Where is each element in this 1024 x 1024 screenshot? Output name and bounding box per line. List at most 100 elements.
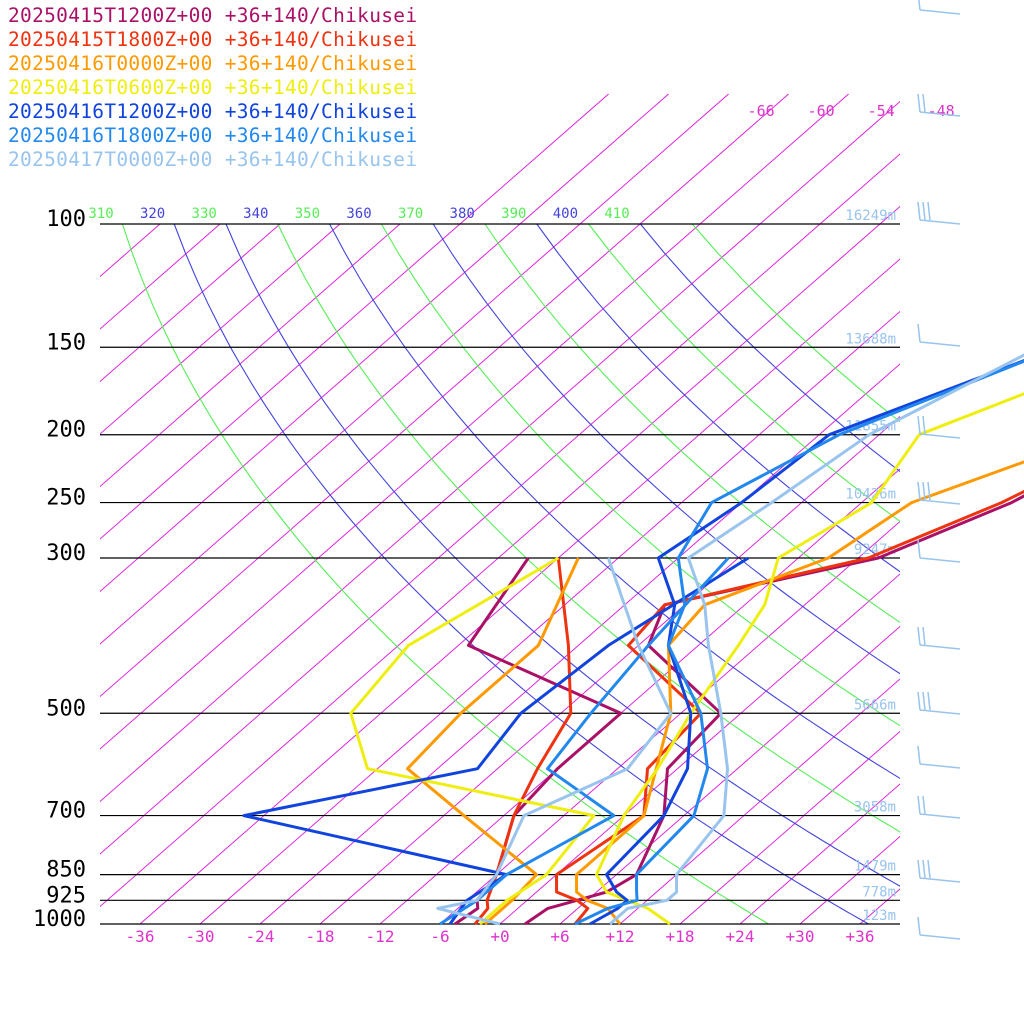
barb-flag [927,691,931,711]
barb-flag [918,0,921,11]
isotherm-lines [0,93,1024,924]
isotherm-line [259,363,900,924]
barb-flag [922,626,926,646]
wind-barb [917,859,961,883]
barb-flag [927,201,931,221]
height-label: 5666m [854,697,896,713]
legend-entry: 20250415T1200Z+00 +36+140/Chikusei [8,4,418,27]
barb-flag [917,691,921,711]
isotherm-line [759,100,900,225]
theta-label: 350 [295,206,320,222]
barb-flag [922,691,926,711]
temperature-profile [574,359,1024,926]
dry-adiabat-line [484,223,900,624]
barb-flag [922,795,926,815]
legend-entry: 20250416T0600Z+00 +36+140/Chikusei [8,76,418,99]
barb-flag [917,201,921,221]
wind-barb [917,916,961,940]
x-tick-label: +24 [726,927,755,946]
wind-barb [917,691,961,715]
dry-adiabat-line [691,223,900,423]
pressure-label: 150 [46,330,86,355]
temperature-axis-labels: -36 -30 -24 -18 -12 -6 +0 +6 +12 +18 +24 +30 +36 [126,927,875,946]
pressure-label: 500 [46,696,86,721]
isotherm-line [100,223,581,645]
x-tick-label: -30 [186,927,215,946]
wind-barb [917,539,961,563]
isotherm-line [920,224,1024,924]
theta-labels: 310 320 330 340 350 360 370 380 390 400 410 [88,206,629,222]
isotherm-line [699,93,849,225]
x-tick-label: +6 [550,927,569,946]
isotherm-labels: -66 -60 -54 -48 [748,102,955,120]
height-label: 13688m [845,331,896,347]
isotherm-line [799,835,900,924]
isotherm-line [100,223,281,383]
barb-staff [919,644,961,650]
wind-barbs [917,0,961,940]
temperature-profile [609,353,1024,926]
barb-flag [917,481,921,501]
isotherm-line [100,223,641,698]
theta-label: 310 [88,206,113,222]
isotherm-line [139,258,900,924]
wind-barb [917,795,961,819]
barb-staff [919,763,961,769]
isotherm-line [100,223,401,488]
theta-label: 330 [192,206,217,222]
height-label: 16249m [845,208,896,224]
pressure-label: 700 [46,799,86,824]
barb-staff [919,9,961,15]
x-tick-label: +0 [490,927,509,946]
isotherm-line [100,223,821,855]
isotherm-line [579,93,729,225]
x-tick-label: -24 [246,927,275,946]
isotherm-line [0,224,40,924]
legend-entry: 20250415T1800Z+00 +36+140/Chikusei [8,28,418,51]
isotherm-line [559,625,900,924]
isotherm-line [100,223,461,540]
barb-flag [917,93,921,113]
barb-flag [922,481,926,501]
theta-label: 380 [450,206,475,222]
legend-entry: 20250416T1200Z+00 +36+140/Chikusei [8,100,418,123]
dewpoint-profile [349,556,596,926]
theta-label: 320 [140,206,165,222]
sounding-series [436,353,1024,926]
isotherm-line [619,678,900,924]
isotherm-line [519,93,669,225]
x-tick-label: +12 [606,927,635,946]
barb-staff [919,341,961,347]
pressure-label: 100 [46,207,86,232]
x-tick-label: -12 [366,927,395,946]
barb-flag [917,626,921,646]
pressure-label: 850 [46,858,86,883]
height-label: 3058m [854,800,896,816]
barb-flag [922,201,926,221]
x-tick-label: +18 [666,927,695,946]
pressure-label: 300 [46,541,86,566]
sounding-series [473,489,1024,925]
x-tick-label: +30 [786,927,815,946]
sounding-profiles [242,353,1024,926]
x-tick-label: -36 [126,927,155,946]
sounding-series [439,359,1024,926]
barb-staff [919,934,961,940]
wind-barb [917,481,961,505]
theta-label: 410 [604,206,629,222]
isotherm-line [199,310,900,924]
dry-adiabat-line [380,223,900,727]
barb-staff [919,499,961,505]
barb-staff [919,709,961,715]
pressure-label: 1000 [33,907,86,932]
isotherm-label: -66 [748,102,775,120]
wind-barb [917,201,961,225]
isotherm-label: -60 [808,102,835,120]
barb-flag [917,916,921,936]
isotherm-line [100,223,701,750]
barb-staff [919,557,961,563]
wind-barb [917,415,961,439]
legend-entry: 20250416T1800Z+00 +36+140/Chikusei [8,124,418,147]
height-label: 123m [862,908,896,924]
